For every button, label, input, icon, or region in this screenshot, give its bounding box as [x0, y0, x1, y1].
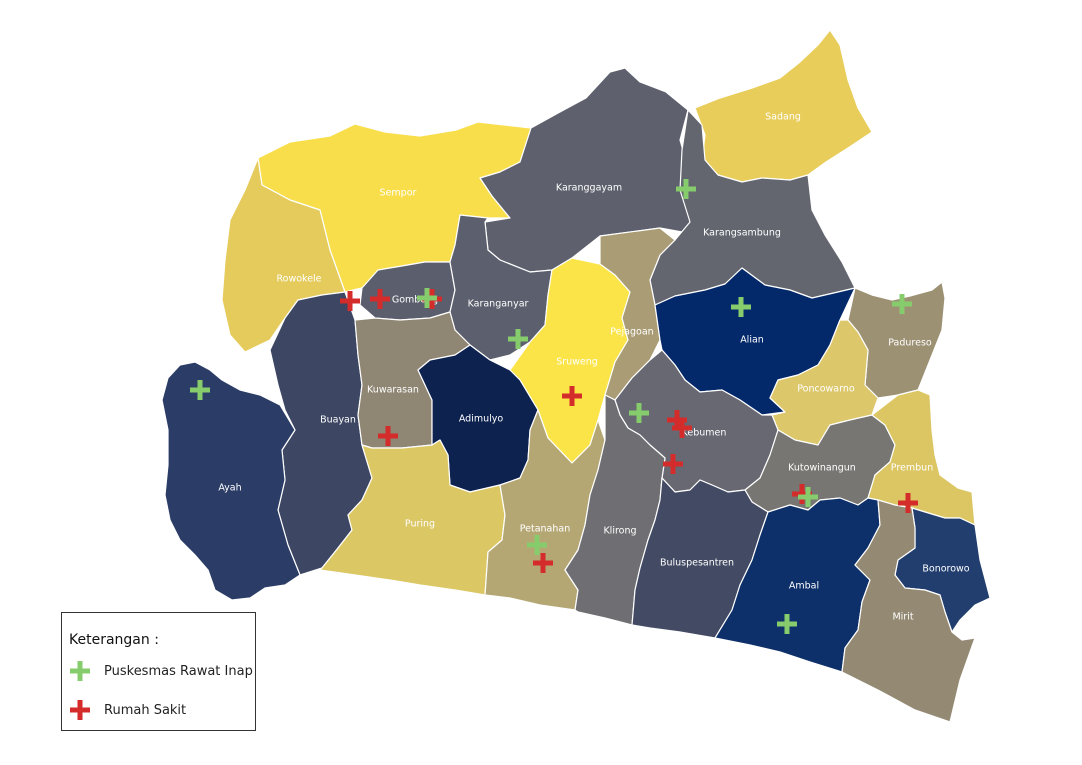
hospital-marker-icon	[378, 426, 398, 446]
region-label: Pejagoan	[610, 327, 653, 338]
region-sadang[interactable]	[694, 29, 873, 183]
region-label: Karanganyar	[468, 299, 529, 310]
red-cross-icon	[70, 700, 90, 720]
region-label: Karangsambung	[703, 228, 781, 239]
region-label: Karanggayam	[556, 183, 622, 194]
region-label: Puring	[405, 519, 435, 530]
region-label: Petanahan	[520, 524, 571, 535]
legend-label-rumah-sakit: Rumah Sakit	[104, 702, 187, 718]
puskesmas-marker-icon	[892, 294, 912, 314]
hospital-marker-icon	[533, 553, 553, 573]
region-label: Sruweng	[556, 357, 598, 368]
hospital-marker-icon	[370, 289, 390, 309]
region-label: Gombong	[392, 295, 438, 306]
region-label: Rowokele	[276, 274, 321, 285]
legend-item-rumah-sakit: Rumah Sakit	[69, 699, 186, 721]
region-label: Ayah	[218, 483, 241, 494]
hospital-marker-icon	[663, 454, 683, 474]
puskesmas-marker-icon	[777, 614, 797, 634]
region-label: Sadang	[765, 112, 801, 123]
region-label: Kutowinangun	[788, 463, 856, 474]
hospital-marker-icon	[340, 291, 360, 311]
region-label: Klirong	[603, 526, 636, 537]
region-label: Buayan	[320, 415, 356, 426]
region-label: Poncowarno	[797, 384, 855, 395]
puskesmas-marker-icon	[731, 297, 751, 317]
puskesmas-marker-icon	[629, 403, 649, 423]
hospital-marker-icon	[672, 418, 692, 438]
legend-item-puskesmas: Puskesmas Rawat Inap	[69, 660, 253, 682]
region-ayah[interactable]	[161, 361, 301, 601]
puskesmas-marker-icon	[798, 487, 818, 507]
region-label: Kebumen	[682, 428, 727, 439]
region-label: Prembun	[891, 463, 933, 474]
region-mirit[interactable]	[841, 499, 976, 723]
puskesmas-marker-icon	[527, 535, 547, 555]
region-label: Kuwarasan	[367, 385, 419, 396]
puskesmas-marker-icon	[676, 179, 696, 199]
puskesmas-marker-icon	[190, 380, 210, 400]
region-label: Mirit	[892, 612, 913, 623]
hospital-marker-icon	[792, 484, 812, 504]
region-label: Sempor	[380, 188, 417, 199]
hospital-marker-icon	[562, 386, 582, 406]
legend: Keterangan : Puskesmas Rawat Inap Rumah …	[61, 612, 256, 731]
regions-layer	[161, 29, 991, 723]
region-label: Buluspesantren	[660, 558, 734, 569]
puskesmas-marker-icon	[508, 329, 528, 349]
legend-label-puskesmas: Puskesmas Rawat Inap	[104, 663, 253, 679]
region-label: Alian	[740, 335, 764, 346]
legend-title: Keterangan :	[69, 632, 159, 648]
region-label: Bonorowo	[922, 564, 969, 575]
labels-layer: Sadang Sempor Karanggayam Karangsambung Rowo…	[218, 112, 969, 623]
markers-layer	[190, 179, 918, 634]
region-label: Adimulyo	[459, 414, 504, 425]
hospital-marker-icon	[898, 493, 918, 513]
region-label: Padureso	[888, 338, 932, 349]
hospital-marker-icon	[667, 410, 687, 430]
green-cross-icon	[70, 661, 90, 681]
region-label: Ambal	[789, 581, 819, 592]
puskesmas-marker-icon	[417, 288, 437, 308]
